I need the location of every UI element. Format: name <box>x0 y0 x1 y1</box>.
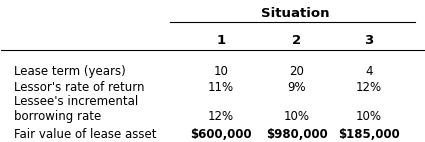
Text: 10: 10 <box>213 65 228 78</box>
Text: 20: 20 <box>289 65 304 78</box>
Text: 10%: 10% <box>284 110 310 123</box>
Text: 4: 4 <box>365 65 372 78</box>
Text: Lessee's incremental: Lessee's incremental <box>14 95 138 108</box>
Text: 3: 3 <box>364 34 373 47</box>
Text: 12%: 12% <box>356 81 382 94</box>
Text: $600,000: $600,000 <box>190 128 252 141</box>
Text: Lessor's rate of return: Lessor's rate of return <box>14 81 145 94</box>
Text: 1: 1 <box>216 34 226 47</box>
Text: 2: 2 <box>292 34 301 47</box>
Text: $980,000: $980,000 <box>266 128 328 141</box>
Text: 12%: 12% <box>208 110 234 123</box>
Text: 11%: 11% <box>208 81 234 94</box>
Text: $185,000: $185,000 <box>338 128 399 141</box>
Text: 9%: 9% <box>288 81 306 94</box>
Text: borrowing rate: borrowing rate <box>14 110 101 123</box>
Text: Fair value of lease asset: Fair value of lease asset <box>14 128 156 141</box>
Text: Situation: Situation <box>261 8 329 20</box>
Text: 10%: 10% <box>356 110 382 123</box>
Text: Lease term (years): Lease term (years) <box>14 65 126 78</box>
